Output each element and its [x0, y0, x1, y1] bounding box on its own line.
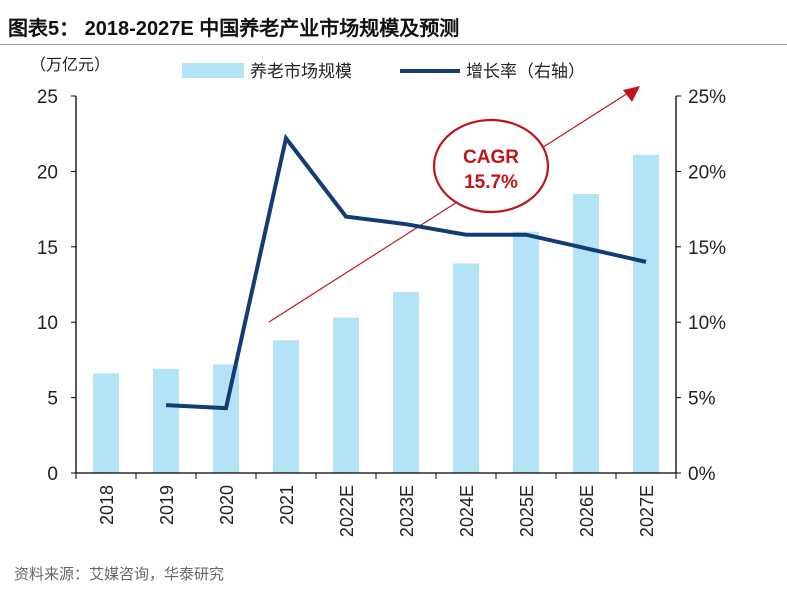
y2-tick-label: 5% — [688, 389, 716, 410]
bar-2023E — [393, 292, 419, 473]
bar-2024E — [453, 263, 479, 473]
y-tick-label: 20 — [37, 162, 58, 183]
bar-2018 — [93, 373, 119, 473]
x-tick-label: 2019 — [157, 485, 177, 525]
y-tick-label: 5 — [47, 389, 58, 410]
chart-title: 图表5： 2018-2027E 中国养老产业市场规模及预测 — [8, 18, 460, 40]
y-tick-label: 0 — [47, 464, 58, 485]
y2-tick-label: 20% — [688, 162, 726, 183]
x-tick-label: 2020 — [217, 485, 237, 525]
x-tick-label: 2018 — [97, 485, 117, 525]
x-tick-label: 2021 — [277, 485, 297, 525]
bar-2022E — [333, 317, 359, 473]
bar-2025E — [513, 231, 539, 473]
cagr-arrowhead — [623, 86, 640, 102]
y-tick-label: 25 — [37, 87, 58, 108]
bar-2027E — [633, 154, 659, 473]
legend-bar-label: 养老市场规模 — [250, 62, 352, 81]
x-tick-label: 2025E — [517, 485, 537, 537]
y2-tick-label: 10% — [688, 313, 726, 334]
cagr-value: 15.7% — [464, 172, 518, 193]
bar-2026E — [573, 194, 599, 473]
legend-bar-swatch — [182, 63, 244, 78]
cagr-label: CAGR — [463, 147, 519, 168]
title-divider — [0, 44, 787, 45]
x-tick-label: 2027E — [637, 485, 657, 537]
x-tick-label: 2026E — [577, 485, 597, 537]
x-tick-label: 2023E — [397, 485, 417, 537]
source-note: 资料来源：艾媒咨询，华泰研究 — [14, 566, 225, 583]
bar-2019 — [153, 368, 179, 473]
cagr-arrow-line — [268, 92, 629, 323]
cagr-ellipse — [432, 118, 550, 214]
x-tick-label: 2022E — [337, 485, 357, 537]
x-tick-label: 2024E — [457, 485, 477, 537]
bar-2020 — [213, 364, 239, 473]
y-tick-label: 15 — [37, 238, 58, 259]
y2-tick-label: 15% — [688, 238, 726, 259]
y2-tick-label: 0% — [688, 464, 716, 485]
legend-line-label: 增长率（右轴） — [466, 62, 585, 81]
y-tick-label: 10 — [37, 313, 58, 334]
y-axis-unit: （万亿元） — [30, 56, 110, 74]
y2-tick-label: 25% — [688, 87, 726, 108]
bar-2021 — [273, 340, 299, 473]
